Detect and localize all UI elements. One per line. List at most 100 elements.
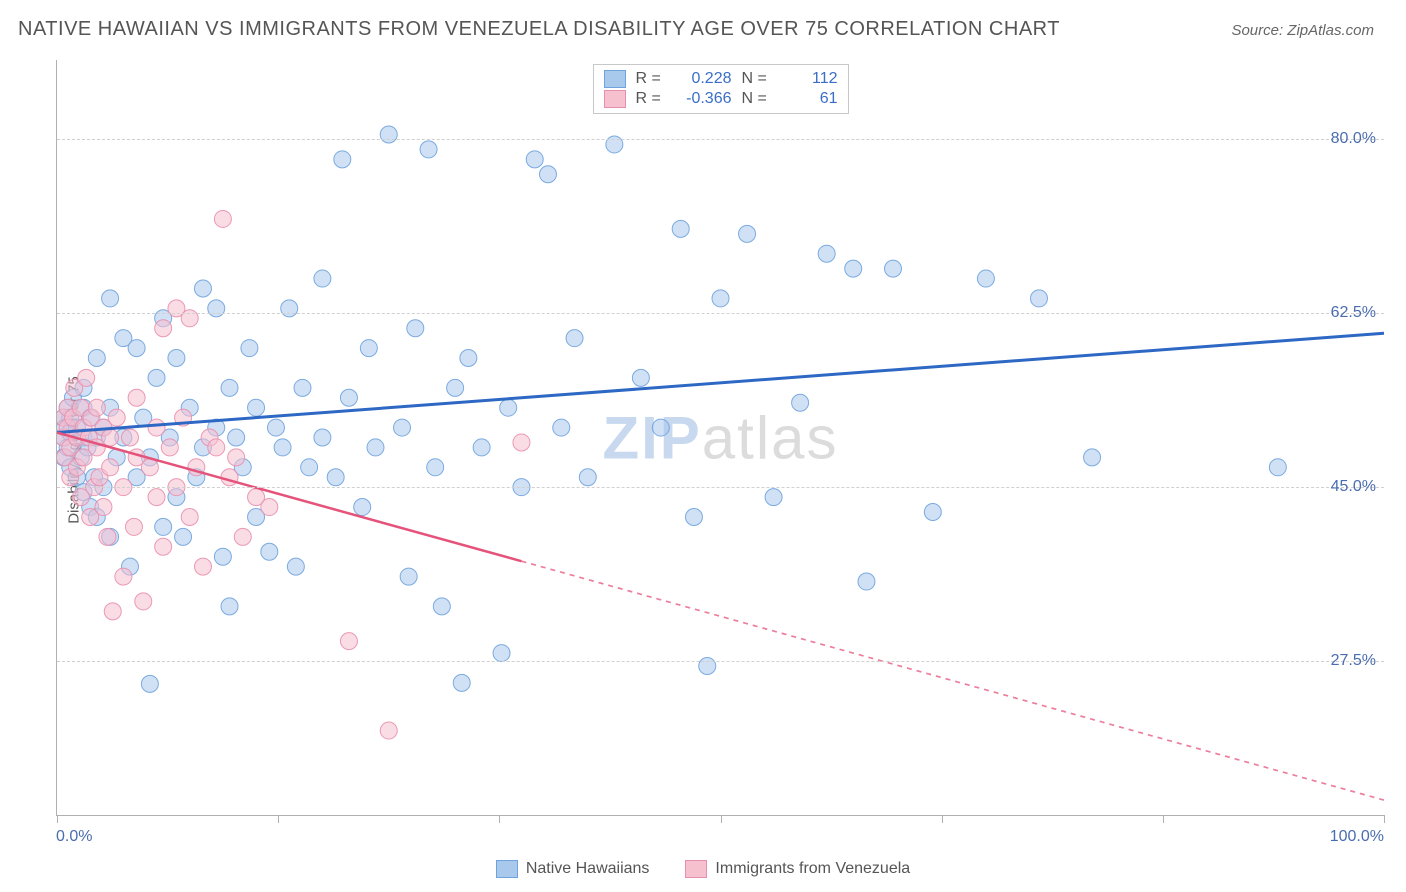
scatter-point xyxy=(161,439,178,456)
legend-stat-row: R =0.228N =112 xyxy=(604,69,838,89)
scatter-point xyxy=(274,439,291,456)
scatter-point xyxy=(553,419,570,436)
scatter-point xyxy=(420,141,437,158)
scatter-point xyxy=(115,568,132,585)
scatter-point xyxy=(818,245,835,262)
scatter-point xyxy=(155,538,172,555)
scatter-point xyxy=(473,439,490,456)
x-axis-min-label: 0.0% xyxy=(56,828,92,846)
scatter-point xyxy=(327,469,344,486)
scatter-point xyxy=(102,459,119,476)
scatter-point xyxy=(214,210,231,227)
scatter-point xyxy=(261,543,278,560)
scatter-point xyxy=(340,633,357,650)
x-tick xyxy=(1163,815,1164,823)
scatter-point xyxy=(845,260,862,277)
scatter-point xyxy=(447,379,464,396)
x-tick xyxy=(1384,815,1385,823)
scatter-point xyxy=(792,394,809,411)
scatter-point xyxy=(685,508,702,525)
scatter-point xyxy=(407,320,424,337)
scatter-point xyxy=(493,645,510,662)
scatter-point xyxy=(125,518,142,535)
legend-swatch xyxy=(496,860,518,878)
scatter-point xyxy=(539,166,556,183)
scatter-point xyxy=(148,419,165,436)
scatter-point xyxy=(148,369,165,386)
legend-swatch xyxy=(604,70,626,88)
scatter-point xyxy=(248,399,265,416)
source-attribution: Source: ZipAtlas.com xyxy=(1231,22,1374,39)
legend-stat-row: R =-0.366N =61 xyxy=(604,89,838,109)
scatter-point xyxy=(228,449,245,466)
scatter-point xyxy=(1269,459,1286,476)
y-tick-label: 27.5% xyxy=(1331,652,1376,670)
scatter-point xyxy=(148,489,165,506)
scatter-point xyxy=(765,489,782,506)
legend-series-label: Immigrants from Venezuela xyxy=(715,860,910,878)
scatter-point xyxy=(632,369,649,386)
scatter-point xyxy=(314,429,331,446)
scatter-point xyxy=(128,340,145,357)
correlation-chart: Disability Age Over 75 ZIPatlas R =0.228… xyxy=(18,56,1388,844)
scatter-point xyxy=(579,469,596,486)
page-title: NATIVE HAWAIIAN VS IMMIGRANTS FROM VENEZ… xyxy=(18,18,1060,41)
scatter-point xyxy=(1084,449,1101,466)
legend-N-label: N = xyxy=(742,70,770,88)
legend-R-value: -0.366 xyxy=(674,90,732,108)
scatter-point xyxy=(155,518,172,535)
scatter-point xyxy=(208,439,225,456)
scatter-point xyxy=(977,270,994,287)
scatter-point xyxy=(294,379,311,396)
scatter-point xyxy=(234,528,251,545)
scatter-point xyxy=(95,499,112,516)
scatter-point xyxy=(500,399,517,416)
scatter-point xyxy=(924,504,941,521)
scatter-point xyxy=(175,528,192,545)
scatter-point xyxy=(108,409,125,426)
scatter-point xyxy=(241,340,258,357)
scatter-point xyxy=(214,548,231,565)
scatter-point xyxy=(221,598,238,615)
trend-line-dashed xyxy=(521,561,1384,800)
y-tick-label: 45.0% xyxy=(1331,478,1376,496)
scatter-point xyxy=(121,429,138,446)
x-tick xyxy=(57,815,58,823)
scatter-point xyxy=(102,290,119,307)
scatter-point xyxy=(1030,290,1047,307)
scatter-point xyxy=(181,508,198,525)
legend-N-value: 112 xyxy=(780,70,838,88)
scatter-point xyxy=(672,220,689,237)
scatter-point xyxy=(78,369,95,386)
scatter-point xyxy=(301,459,318,476)
x-tick xyxy=(499,815,500,823)
gridline xyxy=(57,487,1384,488)
scatter-point xyxy=(453,674,470,691)
scatter-point xyxy=(513,434,530,451)
scatter-point xyxy=(267,419,284,436)
legend-R-label: R = xyxy=(636,70,664,88)
x-tick xyxy=(278,815,279,823)
scatter-point xyxy=(168,350,185,367)
scatter-point xyxy=(194,558,211,575)
scatter-point xyxy=(433,598,450,615)
legend-swatch xyxy=(604,90,626,108)
scatter-point xyxy=(194,280,211,297)
legend-swatch xyxy=(685,860,707,878)
x-axis-max-label: 100.0% xyxy=(1330,828,1384,846)
scatter-point xyxy=(712,290,729,307)
scatter-point xyxy=(739,225,756,242)
scatter-point xyxy=(314,270,331,287)
scatter-point xyxy=(141,675,158,692)
legend-N-label: N = xyxy=(742,90,770,108)
scatter-point xyxy=(367,439,384,456)
scatter-point xyxy=(261,499,278,516)
scatter-point xyxy=(885,260,902,277)
legend-series-label: Native Hawaiians xyxy=(526,860,650,878)
scatter-point xyxy=(221,379,238,396)
legend-series-item: Native Hawaiians xyxy=(496,860,650,878)
scatter-point xyxy=(394,419,411,436)
scatter-point xyxy=(228,429,245,446)
scatter-point xyxy=(135,593,152,610)
y-tick-label: 62.5% xyxy=(1331,304,1376,322)
